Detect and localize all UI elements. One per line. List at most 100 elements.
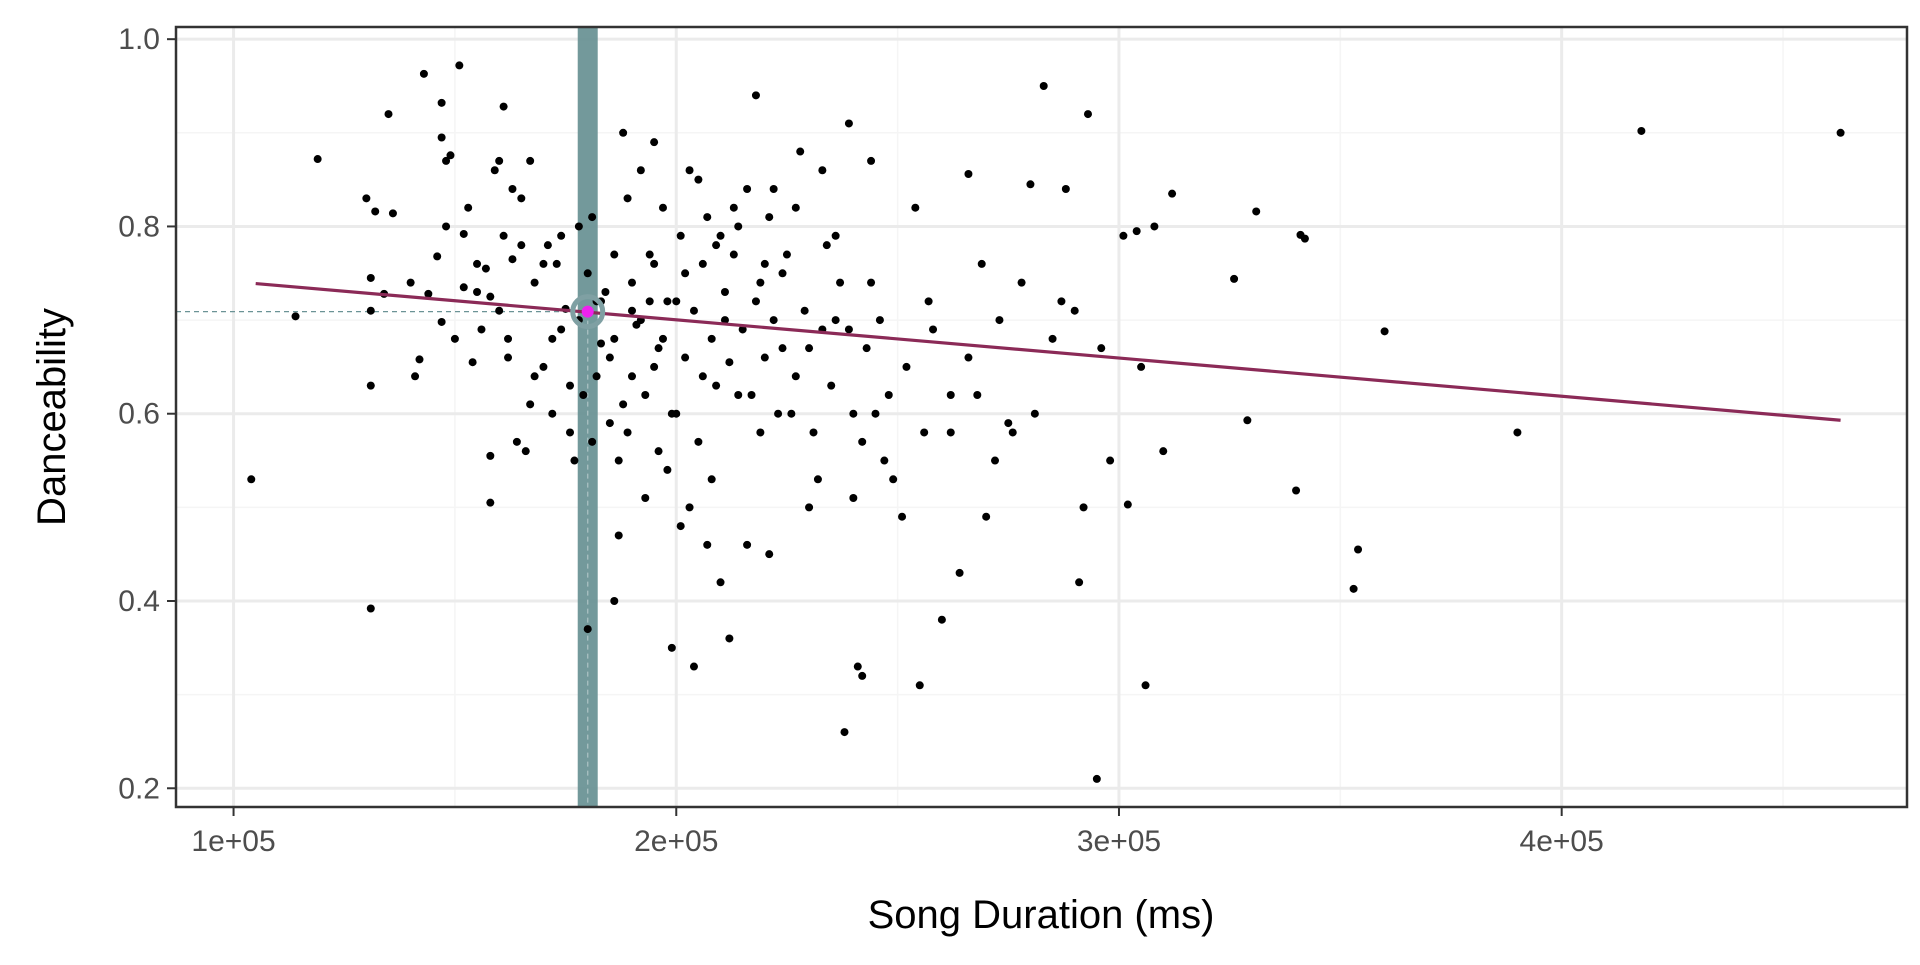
axis-layer: 1e+05 2e+05 3e+05 4e+05 0.2 0.4 0.6 0.8 1.0 [118, 23, 1604, 858]
y-tick-label: 1.0 [118, 23, 160, 56]
grid-layer [176, 27, 1907, 807]
data-point [658, 334, 667, 343]
band-layer [176, 27, 598, 807]
data-point [548, 409, 557, 418]
data-point [632, 320, 641, 329]
data-point [827, 381, 836, 390]
data-point [747, 390, 756, 399]
data-point [1075, 578, 1084, 587]
x-axis-title: Song Duration (ms) [868, 893, 1215, 937]
data-point [685, 503, 694, 512]
data-point [902, 362, 911, 371]
data-point [991, 456, 1000, 465]
data-point [685, 166, 694, 175]
data-point [1380, 327, 1389, 336]
data-point [1243, 416, 1252, 425]
data-point [619, 400, 628, 409]
data-point [597, 339, 606, 348]
data-point [689, 662, 698, 671]
data-point [765, 213, 774, 222]
data-point [552, 259, 561, 268]
data-point [716, 231, 725, 240]
data-point [464, 203, 473, 212]
x-tick-label: 2e+05 [634, 825, 718, 858]
data-point [650, 362, 659, 371]
data-point [924, 297, 933, 306]
data-point [738, 325, 747, 334]
data-point [778, 344, 787, 353]
data-point [712, 241, 721, 250]
data-point [915, 681, 924, 690]
data-point [880, 456, 889, 465]
data-point [517, 241, 526, 250]
data-point [1070, 306, 1079, 315]
data-point [442, 156, 451, 165]
highlight-ring [570, 294, 606, 330]
data-point [437, 317, 446, 326]
data-point [751, 297, 760, 306]
data-point [756, 278, 765, 287]
data-point [450, 334, 459, 343]
data-point [681, 353, 690, 362]
data-point [1292, 486, 1301, 495]
data-point [1092, 774, 1101, 783]
data-point [486, 498, 495, 507]
data-point [641, 493, 650, 502]
data-point [610, 334, 619, 343]
data-point [619, 128, 628, 137]
data-point [676, 522, 685, 531]
data-point [508, 255, 517, 264]
data-point [481, 264, 490, 273]
data-point [459, 229, 468, 238]
highlight-band [577, 27, 598, 807]
data-point [862, 344, 871, 353]
data-point [650, 138, 659, 147]
data-point [787, 409, 796, 418]
data-point [871, 409, 880, 418]
data-point [579, 390, 588, 399]
data-point [641, 390, 650, 399]
data-point [663, 465, 672, 474]
data-point [473, 259, 482, 268]
fit-layer [255, 281, 1841, 422]
data-point [729, 203, 738, 212]
y-tick-label: 0.6 [118, 398, 160, 431]
data-point [605, 419, 614, 428]
data-point [557, 231, 566, 240]
data-point [247, 475, 256, 484]
data-point [1039, 81, 1048, 90]
data-point [459, 283, 468, 292]
data-point [720, 287, 729, 296]
data-point [1168, 189, 1177, 198]
data-point [734, 222, 743, 231]
data-point [751, 91, 760, 100]
data-point [1079, 503, 1088, 512]
highlight-point [581, 305, 594, 318]
data-point [867, 278, 876, 287]
data-point [406, 278, 415, 287]
data-point [1097, 344, 1106, 353]
data-point [1150, 222, 1159, 231]
data-point [982, 512, 991, 521]
data-point [667, 409, 676, 418]
data-point [583, 625, 592, 634]
data-point [539, 362, 548, 371]
data-point [504, 334, 513, 343]
data-point [698, 259, 707, 268]
data-point [1159, 447, 1168, 456]
data-point [672, 297, 681, 306]
data-point [765, 550, 774, 559]
data-point [530, 372, 539, 381]
data-point [1061, 184, 1070, 193]
data-point [703, 213, 712, 222]
data-point [813, 475, 822, 484]
data-point [937, 615, 946, 624]
data-point [782, 250, 791, 259]
data-point [1083, 110, 1092, 119]
data-point [499, 102, 508, 111]
data-point [627, 372, 636, 381]
data-point [433, 252, 442, 261]
data-point [512, 437, 521, 446]
